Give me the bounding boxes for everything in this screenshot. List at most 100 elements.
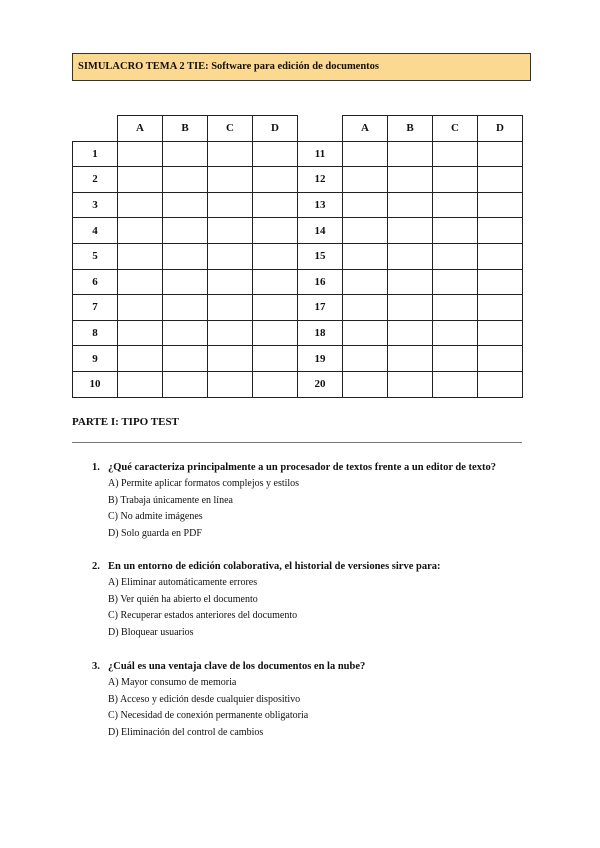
answer-cell[interactable] xyxy=(252,319,298,347)
answer-cell[interactable] xyxy=(387,217,433,244)
answer-cell[interactable] xyxy=(207,319,253,347)
answer-cell[interactable] xyxy=(387,294,433,321)
answer-cell[interactable] xyxy=(162,345,208,372)
question-number: 14 xyxy=(297,217,343,244)
answer-cell[interactable] xyxy=(162,370,208,398)
answer-cell[interactable] xyxy=(162,166,208,193)
answer-cell[interactable] xyxy=(342,319,388,347)
answer-cell[interactable] xyxy=(477,294,523,321)
divider xyxy=(72,442,522,443)
grid-row: 5 15 xyxy=(72,242,523,270)
answer-cell[interactable] xyxy=(207,242,253,270)
answer-cell[interactable] xyxy=(117,191,163,219)
answer-cell[interactable] xyxy=(477,345,523,372)
answer-cell[interactable] xyxy=(117,268,163,296)
answer-cell[interactable] xyxy=(162,191,208,219)
answer-option: C) No admite imágenes xyxy=(108,511,203,522)
answer-cell[interactable] xyxy=(207,268,253,296)
answer-cell[interactable] xyxy=(342,242,388,270)
answer-cell[interactable] xyxy=(432,166,478,193)
answer-cell[interactable] xyxy=(432,217,478,244)
column-header: B xyxy=(162,115,208,142)
answer-cell[interactable] xyxy=(162,268,208,296)
answer-cell[interactable] xyxy=(477,370,523,398)
answer-option: D) Eliminación del control de cambios xyxy=(108,726,264,738)
answer-cell[interactable] xyxy=(387,140,433,168)
answer-cell[interactable] xyxy=(252,140,298,168)
answer-cell[interactable] xyxy=(342,345,388,372)
answer-cell[interactable] xyxy=(162,242,208,270)
answer-cell[interactable] xyxy=(162,319,208,347)
answer-cell[interactable] xyxy=(342,294,388,321)
grid-row: 8 18 xyxy=(72,319,523,347)
answer-cell[interactable] xyxy=(342,217,388,244)
answer-cell[interactable] xyxy=(387,242,433,270)
empty-cell xyxy=(73,116,118,142)
answer-cell[interactable] xyxy=(477,166,523,193)
answer-cell[interactable] xyxy=(252,166,298,193)
answer-option: D) Solo guarda en PDF xyxy=(108,527,202,539)
answer-cell[interactable] xyxy=(342,370,388,398)
answer-cell[interactable] xyxy=(387,191,433,219)
answer-cell[interactable] xyxy=(432,294,478,321)
answer-cell[interactable] xyxy=(117,140,163,168)
column-header: D xyxy=(477,115,523,142)
answer-cell[interactable] xyxy=(207,217,253,244)
answer-cell[interactable] xyxy=(117,370,163,398)
question-number: 11 xyxy=(297,140,343,168)
answer-cell[interactable] xyxy=(387,319,433,347)
answer-cell[interactable] xyxy=(117,217,163,244)
answer-option: A) Eliminar automáticamente errores xyxy=(108,577,258,588)
answer-cell[interactable] xyxy=(207,166,253,193)
answer-cell[interactable] xyxy=(117,166,163,193)
question-number: 9 xyxy=(72,345,118,372)
answer-cell[interactable] xyxy=(342,191,388,219)
answer-cell[interactable] xyxy=(252,345,298,372)
answer-cell[interactable] xyxy=(432,191,478,219)
answer-cell[interactable] xyxy=(117,319,163,347)
answer-cell[interactable] xyxy=(162,140,208,168)
answer-cell[interactable] xyxy=(477,191,523,219)
question-number: 2. xyxy=(92,561,100,572)
answer-cell[interactable] xyxy=(342,140,388,168)
answer-cell[interactable] xyxy=(117,294,163,321)
answer-cell[interactable] xyxy=(387,370,433,398)
answer-cell[interactable] xyxy=(162,217,208,244)
answer-cell[interactable] xyxy=(432,268,478,296)
answer-cell[interactable] xyxy=(477,319,523,347)
answer-cell[interactable] xyxy=(432,345,478,372)
answer-option: B) Ver quién ha abierto el documento xyxy=(108,593,258,605)
answer-cell[interactable] xyxy=(477,217,523,244)
answer-cell[interactable] xyxy=(252,294,298,321)
grid-row: 1 11 xyxy=(72,140,523,168)
answer-cell[interactable] xyxy=(207,345,253,372)
answer-cell[interactable] xyxy=(477,140,523,168)
column-header: C xyxy=(207,115,253,142)
answer-cell[interactable] xyxy=(207,140,253,168)
answer-cell[interactable] xyxy=(117,242,163,270)
answer-cell[interactable] xyxy=(387,345,433,372)
answer-cell[interactable] xyxy=(252,242,298,270)
answer-cell[interactable] xyxy=(387,268,433,296)
answer-cell[interactable] xyxy=(252,217,298,244)
answer-cell[interactable] xyxy=(477,242,523,270)
answer-cell[interactable] xyxy=(342,268,388,296)
answer-cell[interactable] xyxy=(252,370,298,398)
answer-cell[interactable] xyxy=(252,268,298,296)
answer-cell[interactable] xyxy=(432,319,478,347)
answer-cell[interactable] xyxy=(432,140,478,168)
question-number: 1. xyxy=(92,462,100,473)
answer-cell[interactable] xyxy=(432,370,478,398)
answer-cell[interactable] xyxy=(252,191,298,219)
answer-cell[interactable] xyxy=(432,242,478,270)
answer-cell[interactable] xyxy=(207,294,253,321)
answer-cell[interactable] xyxy=(477,268,523,296)
answer-cell[interactable] xyxy=(342,166,388,193)
grid-row: 6 16 xyxy=(72,268,523,296)
question-number: 20 xyxy=(297,370,343,398)
answer-cell[interactable] xyxy=(117,345,163,372)
answer-cell[interactable] xyxy=(387,166,433,193)
answer-cell[interactable] xyxy=(162,294,208,321)
answer-cell[interactable] xyxy=(207,191,253,219)
answer-cell[interactable] xyxy=(207,370,253,398)
